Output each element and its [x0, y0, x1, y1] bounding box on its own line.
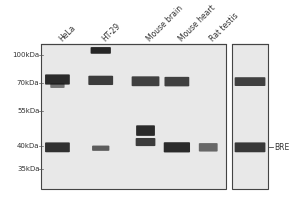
- Text: Rat testis: Rat testis: [208, 11, 241, 43]
- FancyBboxPatch shape: [92, 146, 110, 151]
- FancyBboxPatch shape: [136, 125, 155, 136]
- FancyBboxPatch shape: [164, 142, 190, 152]
- Text: 100kDa: 100kDa: [12, 52, 40, 58]
- FancyBboxPatch shape: [45, 74, 70, 85]
- FancyBboxPatch shape: [91, 47, 111, 54]
- Bar: [41, 44, 226, 189]
- FancyBboxPatch shape: [235, 77, 266, 86]
- Text: HT-29: HT-29: [101, 21, 123, 43]
- FancyBboxPatch shape: [88, 76, 113, 85]
- Text: 55kDa: 55kDa: [17, 108, 40, 114]
- FancyBboxPatch shape: [132, 76, 159, 86]
- FancyBboxPatch shape: [136, 138, 155, 146]
- Text: HeLa: HeLa: [57, 23, 77, 43]
- FancyBboxPatch shape: [45, 142, 70, 152]
- FancyBboxPatch shape: [164, 77, 189, 86]
- Text: 35kDa: 35kDa: [17, 166, 40, 172]
- Text: 40kDa: 40kDa: [17, 143, 40, 149]
- Text: 70kDa: 70kDa: [17, 80, 40, 86]
- Bar: [232, 44, 268, 189]
- Text: BRE: BRE: [274, 143, 289, 152]
- Text: Mouse heart: Mouse heart: [177, 3, 217, 43]
- FancyBboxPatch shape: [199, 143, 218, 152]
- FancyBboxPatch shape: [50, 83, 64, 88]
- FancyBboxPatch shape: [235, 142, 266, 152]
- Text: Mouse brain: Mouse brain: [146, 4, 185, 43]
